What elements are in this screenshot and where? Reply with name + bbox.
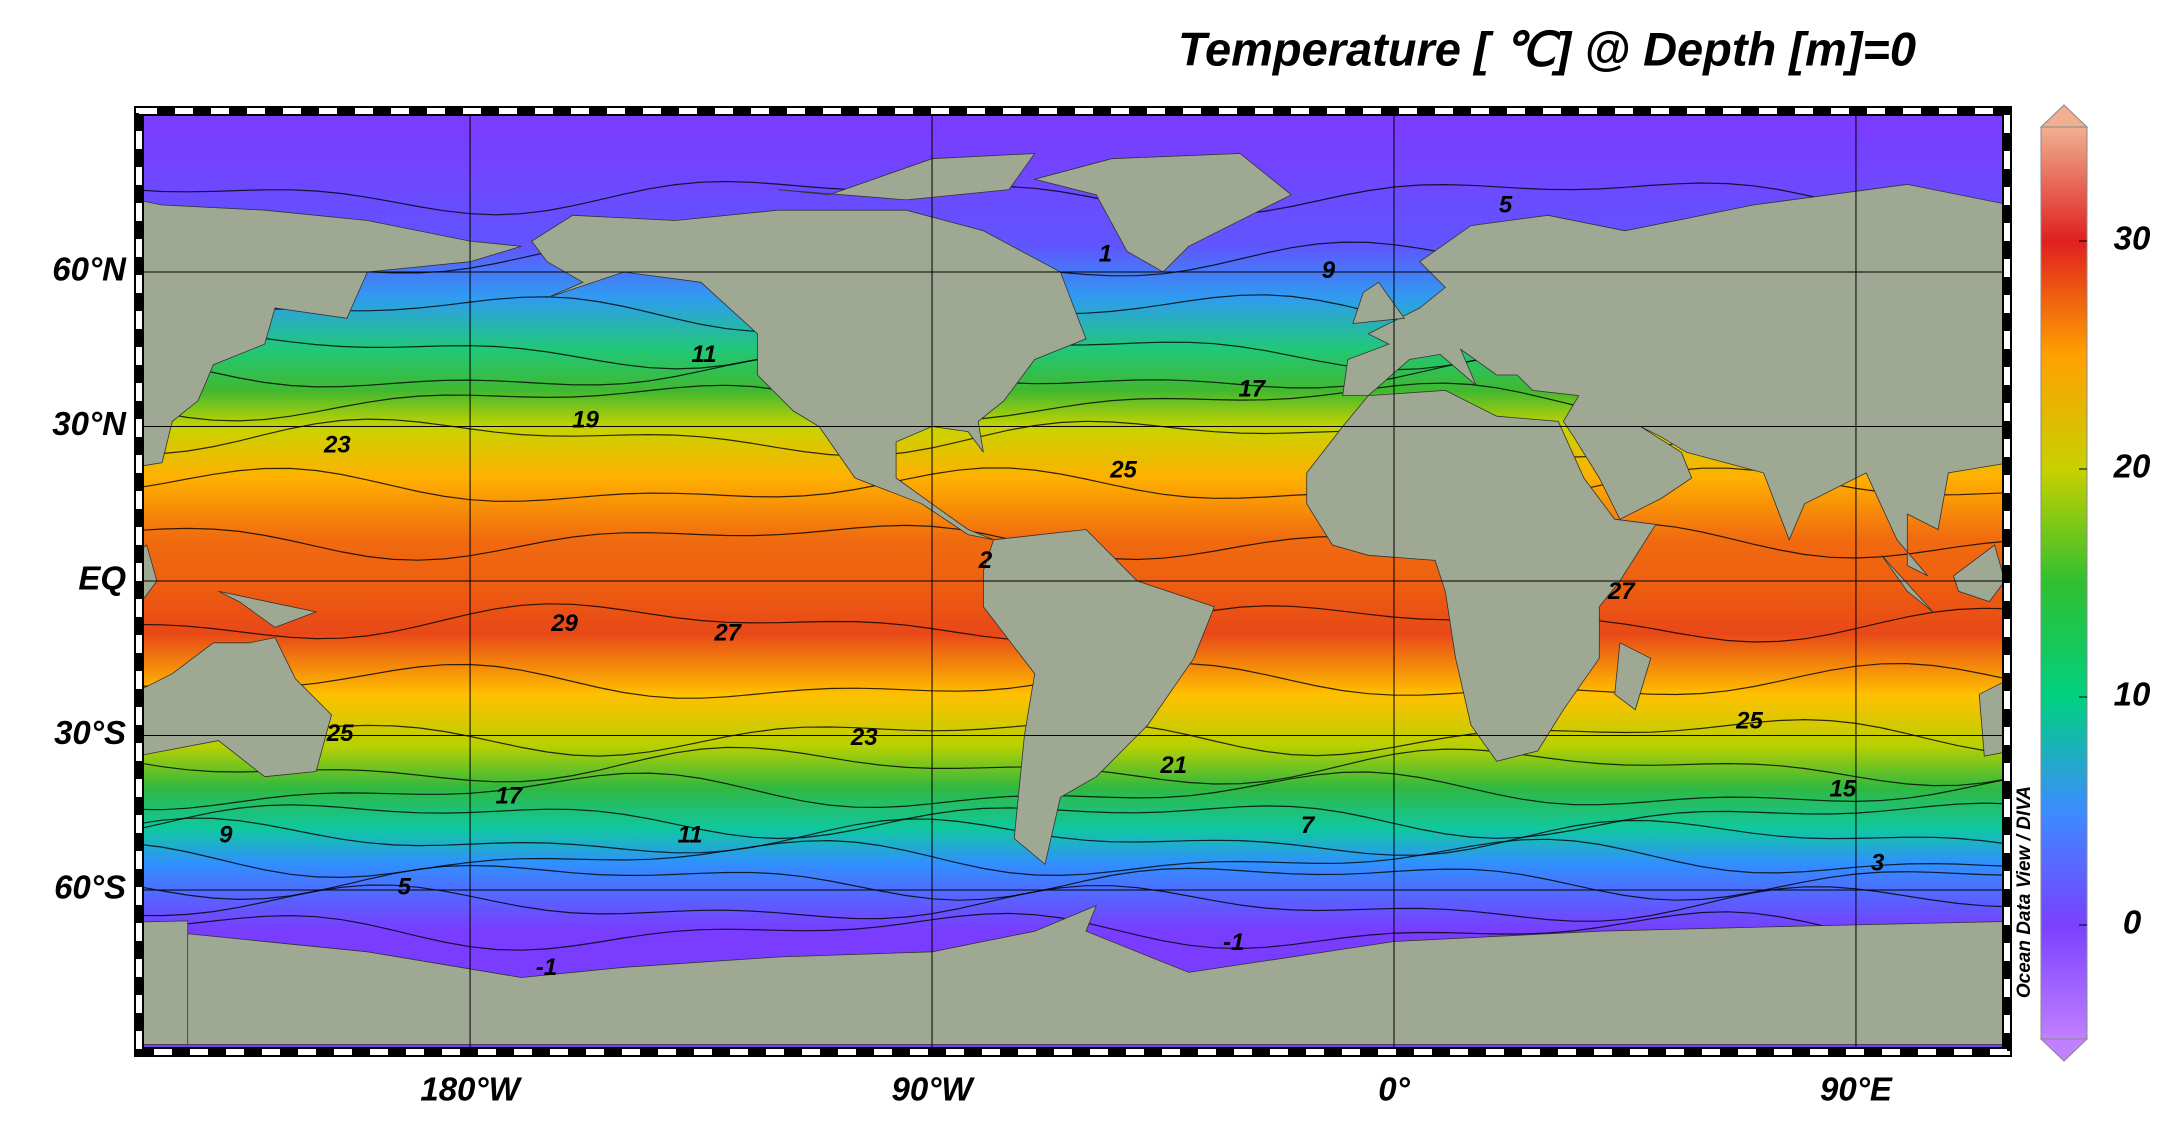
credit: Ocean Data View / DIVA: [2014, 786, 2035, 998]
lon-label: 90°E: [1820, 1071, 1893, 1108]
colorbar-cap: [2039, 104, 2089, 128]
contour-label: 9: [219, 822, 233, 849]
land: [1342, 183, 2007, 577]
contour-label: 9: [1322, 257, 1336, 284]
contour-line: [139, 771, 2007, 811]
land: [1352, 281, 1406, 324]
contour-label: 29: [550, 610, 578, 637]
lat-label: 60°S: [54, 869, 126, 906]
land: [139, 199, 522, 467]
map-area: [139, 111, 2007, 1052]
contour-line: [139, 802, 2007, 840]
contour-line: [139, 180, 2007, 216]
frame: [134, 106, 2012, 1057]
lon-label: 0°: [1378, 1071, 1410, 1108]
lat-label: EQ: [78, 560, 126, 597]
land: [1978, 679, 2007, 757]
land: [139, 920, 189, 1045]
contour-label: 25: [1735, 707, 1763, 734]
colorbar-tick-label: 20: [2113, 448, 2151, 485]
contour-label: 27: [713, 620, 742, 647]
lon-label: 90°W: [891, 1071, 975, 1108]
lat-label: 60°N: [52, 251, 127, 288]
contour-label: 5: [398, 873, 412, 900]
contour-label: 23: [323, 431, 351, 458]
contour-label: -1: [1223, 929, 1244, 956]
colorbar-tick-label: 30: [2114, 220, 2151, 257]
contour-label: 19: [572, 406, 599, 433]
lon-label: 180°W: [420, 1071, 522, 1108]
contour-label: 11: [692, 341, 717, 368]
land: [531, 209, 1087, 541]
land: [1881, 555, 1934, 613]
contour-label: 5: [1499, 192, 1513, 219]
contour-label: 17: [1238, 376, 1266, 403]
contour-label: 3: [1871, 850, 1885, 877]
colorbar: [2040, 126, 2088, 1040]
contour-line: [139, 884, 2007, 922]
contour-label: 21: [1159, 752, 1187, 779]
contour-label: -1: [536, 954, 557, 981]
land: [1953, 544, 2006, 603]
land: [139, 637, 332, 778]
contour-label: 11: [678, 822, 703, 849]
colorbar-tick-label: 10: [2114, 676, 2151, 713]
contour-label: 27: [1607, 578, 1636, 605]
contour-label: 15: [1830, 776, 1857, 803]
contour-line: [139, 817, 2007, 856]
land: [983, 529, 1215, 866]
contour-line: [139, 467, 2007, 502]
colorbar-cap: [2039, 1038, 2089, 1062]
contour-label: 25: [326, 720, 354, 747]
contour-label: 2: [978, 547, 993, 574]
contour-label: 1: [1099, 240, 1112, 267]
land: [1614, 642, 1652, 711]
contour-label: 17: [495, 783, 523, 810]
colorbar-tick-label: 0: [2123, 904, 2142, 941]
lat-label: 30°N: [52, 405, 127, 442]
contour-label: 25: [1109, 457, 1137, 484]
map-title: Temperature [ ℃] @ Depth [m]=0: [1178, 22, 1916, 75]
contour-line: [139, 864, 2007, 901]
land: [218, 590, 318, 628]
land: [139, 904, 2007, 1045]
contour-label: 23: [850, 724, 878, 751]
contour-label: 7: [1301, 812, 1316, 839]
lat-label: 30°S: [54, 714, 126, 751]
